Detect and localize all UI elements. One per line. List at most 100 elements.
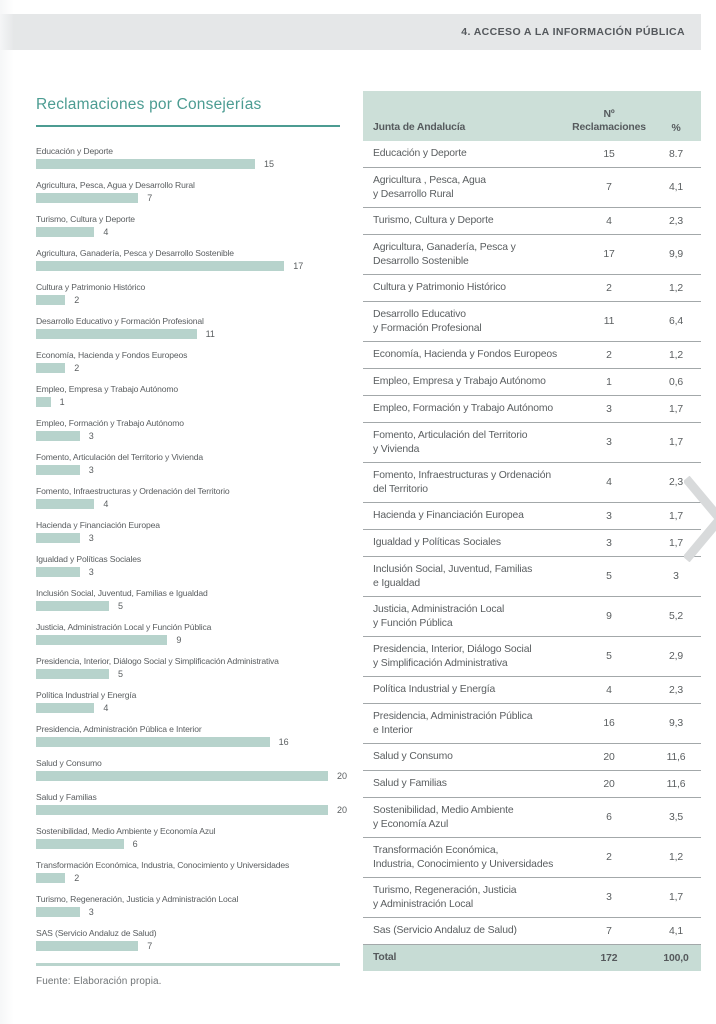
bar-label: Cultura y Patrimonio Histórico [36,282,146,292]
bar-value: 3 [88,567,94,577]
bar-label: Justicia, Administración Local y Función… [36,622,212,632]
bar-value: 16 [278,737,289,747]
table-row: Empleo, Formación y Trabajo Autónomo 3 1,7 [363,396,701,423]
bar-row: 2 [36,873,342,883]
bar-value: 3 [88,465,94,475]
table-row: Educación y Deporte 15 8.7 [363,141,701,168]
bar [36,363,66,373]
bar-value: 6 [132,839,138,849]
row-entity: Empleo, Formación y Trabajo Autónomo [373,403,553,415]
bar-chart: Educación y Deporte 15 Agricultura, Pesca,… [36,146,347,951]
table-row: Salud y Consumo 20 11,6 [363,744,701,771]
total-percent: 100,0 [663,952,689,964]
table-row: Inclusión Social, Juventud, Familias e I… [363,557,701,597]
bar-group: Agricultura, Pesca, Agua y Desarrollo Ru… [36,181,342,203]
total-claims: 172 [600,952,618,964]
row-entity: Sas (Servicio Andaluz de Salud) [373,925,517,937]
table-row: Empleo, Empresa y Trabajo Autónomo 1 0,6 [363,369,701,396]
table-row: Presidencia, Interior, Diálogo Social y … [363,637,701,677]
row-percent: 6,4 [669,316,683,327]
bar-value: 17 [293,261,304,271]
bar-row: 16 [36,737,342,747]
bar-row: 4 [36,703,342,713]
bar [36,261,285,271]
bar-label: Turismo, Cultura y Deporte [36,214,135,224]
row-percent: 1,7 [669,892,683,903]
bar-row: 3 [36,567,342,577]
bar-group: SAS (Servicio Andaluz de Salud) 7 [36,929,342,951]
bar-row: 3 [36,533,342,543]
bar [36,329,197,339]
bar-group: Empleo, Empresa y Trabajo Autónomo 1 [36,385,342,407]
row-entity: Salud y Familias [373,778,447,790]
row-percent: 8.7 [669,148,683,160]
bar [36,907,80,917]
bar-row: 5 [36,601,342,611]
row-claims: 3 [606,403,612,415]
bar-value: 4 [103,703,109,713]
column-header-claims: Nº Reclamaciones [572,109,646,133]
bar-value: 1 [59,397,65,407]
bar-row: 2 [36,363,342,373]
row-claims: 5 [606,651,612,662]
row-percent: 5,2 [669,611,683,622]
page-header-band: 4. ACCESO A LA INFORMACIÓN PÚBLICA [0,14,701,50]
bar-label: SAS (Servicio Andaluz de Salud) [36,928,157,938]
row-entity: Educación y Deporte [373,148,467,160]
total-label: Total [373,952,397,964]
row-claims: 4 [606,215,612,227]
bar [36,771,328,781]
row-percent: 2,3 [669,215,683,227]
bar-group: Presidencia, Interior, Diálogo Social y … [36,657,342,679]
bar-row: 2 [36,295,342,305]
bar-label: Salud y Familias [36,792,97,802]
column-header-entity: Junta de Andalucía [373,121,466,133]
bar-label: Educación y Deporte [36,146,113,156]
bar-row: 20 [36,805,347,815]
row-percent: 9,9 [669,249,683,260]
row-claims: 4 [606,477,612,488]
row-claims: 6 [606,812,612,823]
bar [36,669,109,679]
claims-table: Junta de Andalucía Nº Reclamaciones % Edu… [363,91,701,971]
row-claims: 20 [603,778,615,790]
row-entity: Salud y Consumo [373,751,453,763]
table-row: Hacienda y Financiación Europea 3 1,7 [363,503,701,530]
bar-group: Desarrollo Educativo y Formación Profesi… [36,317,342,339]
bar-value: 5 [118,601,124,611]
table-row: Agricultura , Pesca, Agua y Desarrollo R… [363,168,701,208]
next-page-chevron-icon[interactable] [684,476,716,562]
bar-row: 1 [36,397,342,407]
bar [36,465,80,475]
bar-row: 4 [36,227,342,237]
table-row: Fomento, Articulación del Territorio y V… [363,423,701,463]
row-entity: Política Industrial y Energía [373,684,496,696]
table-row: Salud y Familias 20 11,6 [363,771,701,798]
bar-label: Empleo, Empresa y Trabajo Autónomo [36,384,179,394]
table-row: Política Industrial y Energía 4 2,3 [363,677,701,704]
bar-value: 15 [264,159,275,169]
bar [36,533,80,543]
bar-label: Hacienda y Financiación Europea [36,520,160,530]
bar [36,159,255,169]
bar [36,227,95,237]
bar-label: Desarrollo Educativo y Formación Profesi… [36,316,204,326]
bar-group: Agricultura, Ganadería, Pesca y Desarrol… [36,249,342,271]
row-entity: Justicia, Administración Local y Función… [373,604,505,629]
bar-row: 3 [36,465,342,475]
row-percent: 3 [673,571,679,582]
bar-label: Política Industrial y Energía [36,690,137,700]
bar-label: Fomento, Infraestructuras y Ordenación d… [36,486,230,496]
table-row: Igualdad y Políticas Sociales 3 1,7 [363,530,701,557]
bar-group: Fomento, Articulación del Territorio y V… [36,453,342,475]
row-entity: Hacienda y Financiación Europea [373,510,524,522]
bar [36,737,270,747]
bar-value: 3 [88,533,94,543]
column-header-percent: % [671,123,681,134]
row-percent: 1,2 [669,282,683,294]
chart-title: Reclamaciones por Consejerías [36,96,262,113]
row-entity: Agricultura, Ganadería, Pesca y Desarrol… [373,242,516,267]
row-percent: 1,7 [669,510,683,522]
table-total-row: Total 172 100,0 [363,945,701,971]
